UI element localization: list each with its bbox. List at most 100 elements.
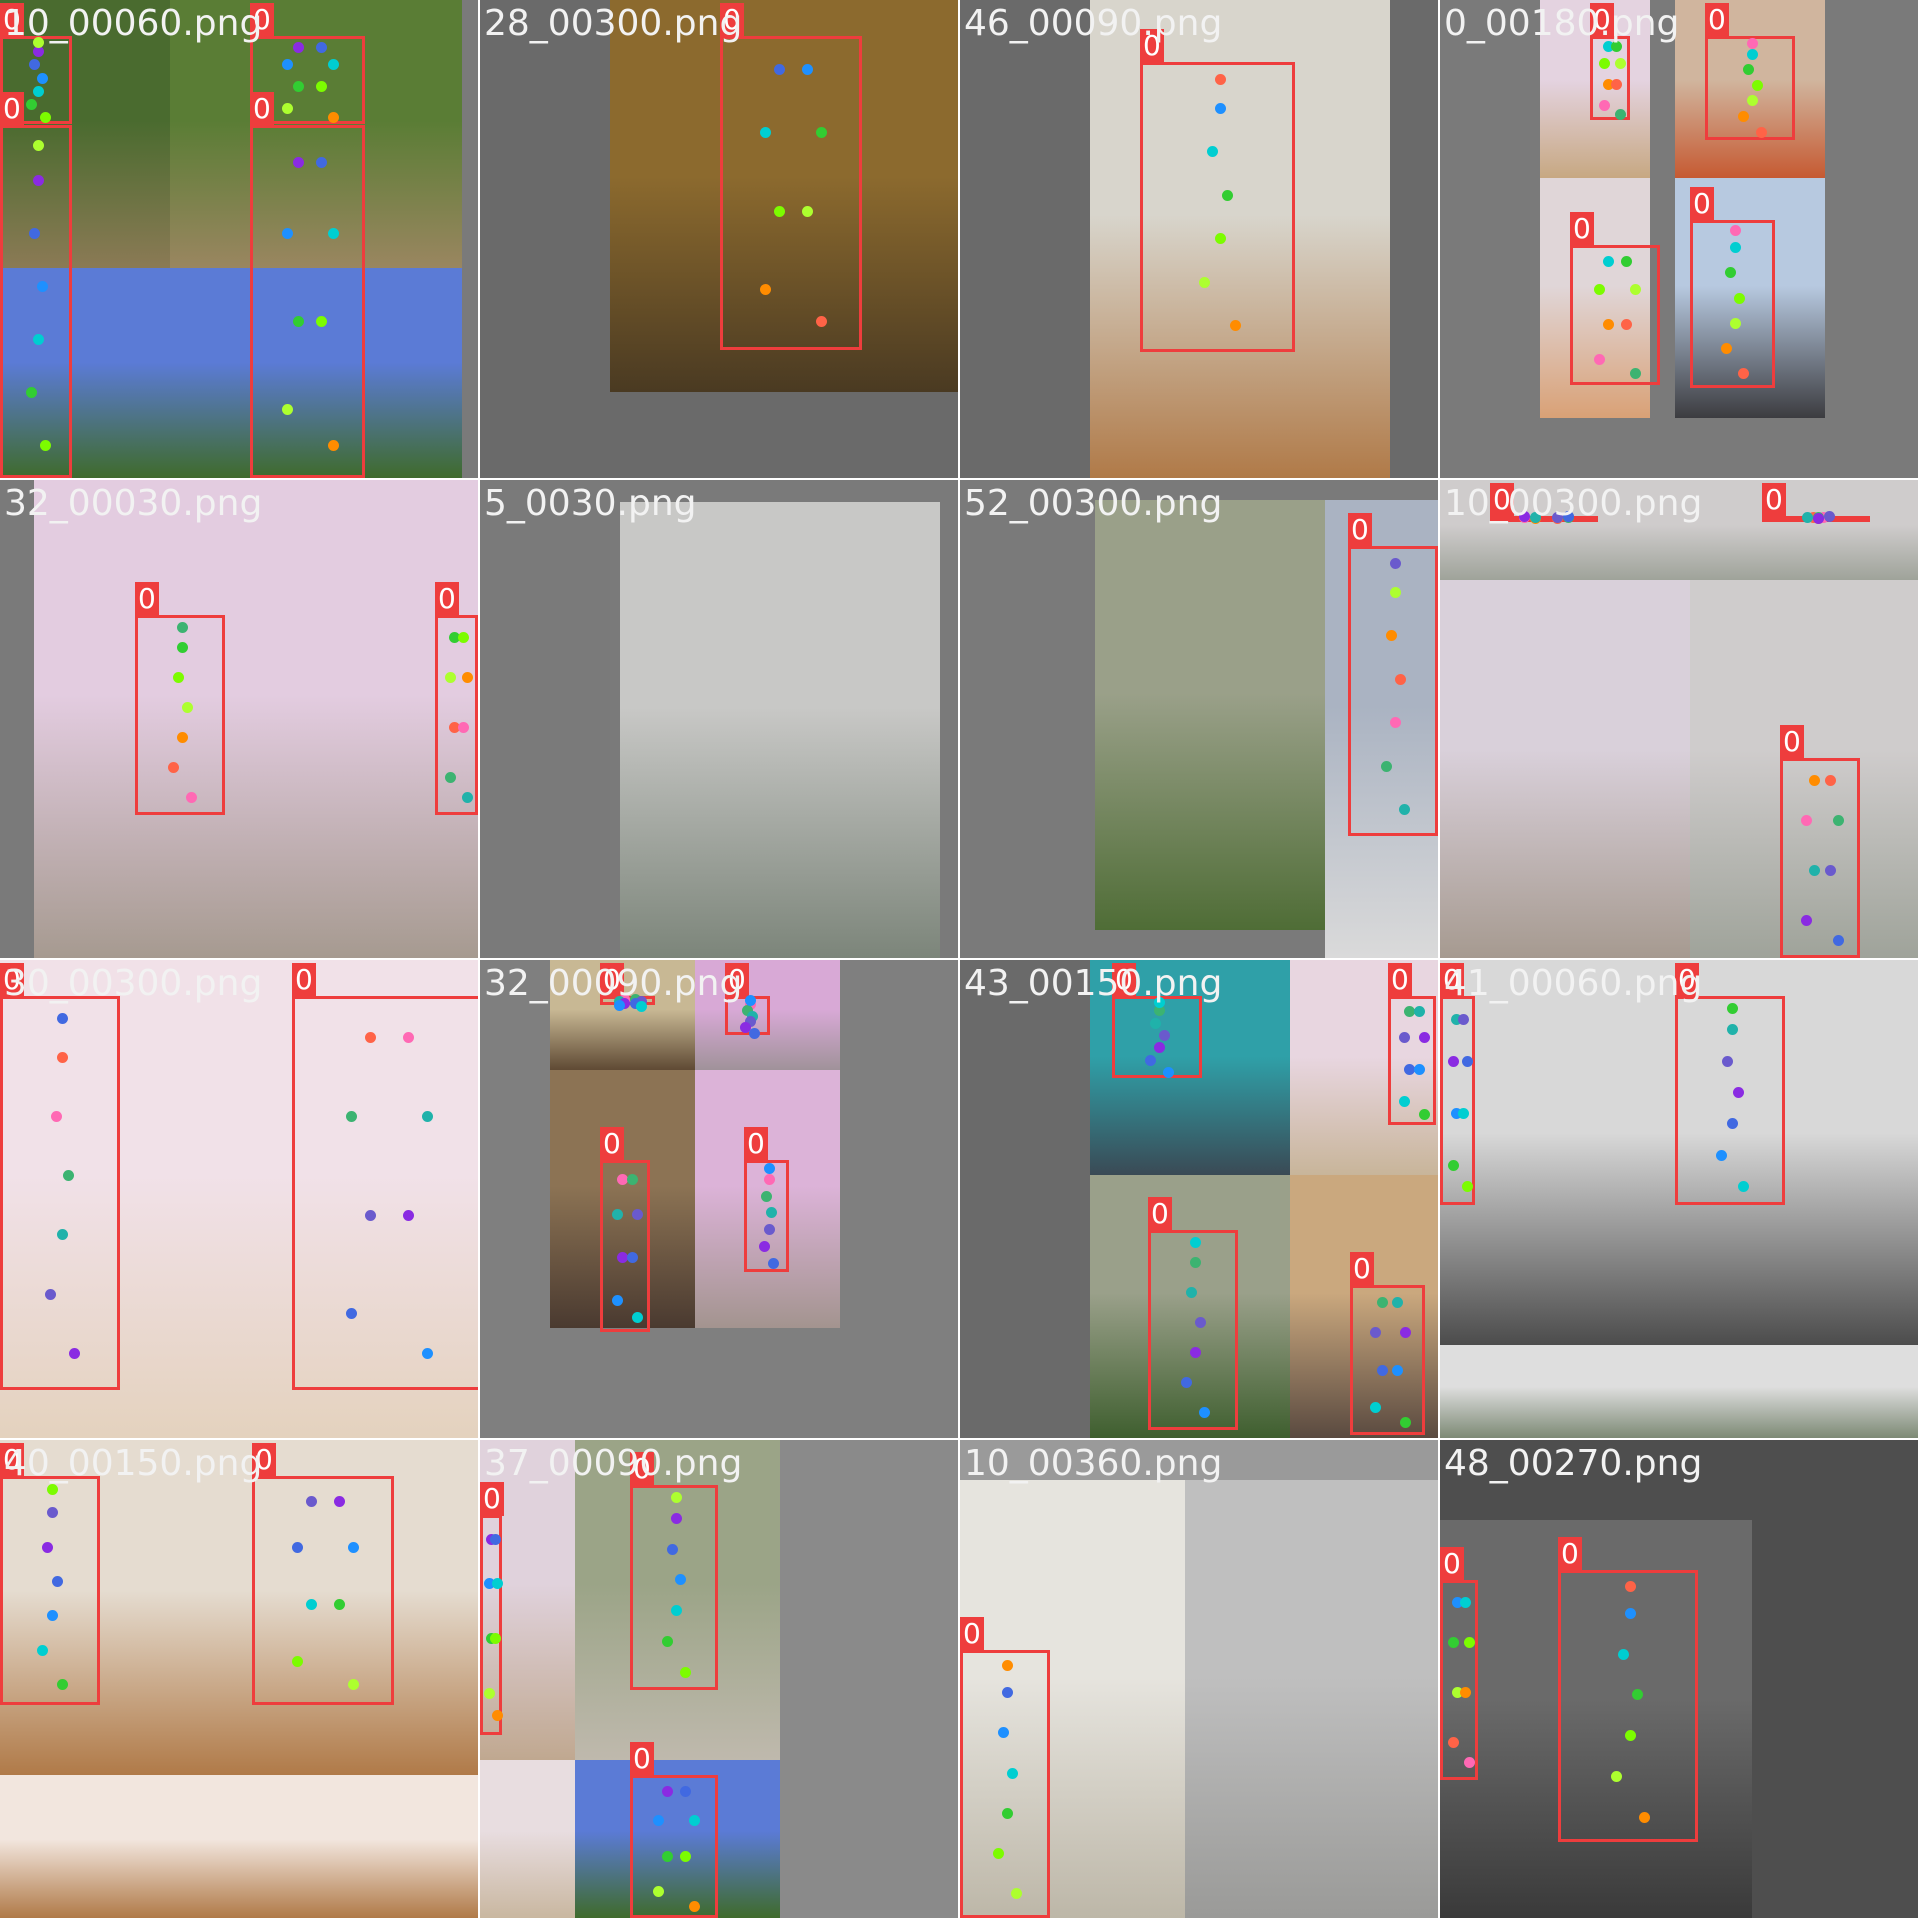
keypoint (1562, 511, 1574, 523)
keypoint (1756, 126, 1767, 138)
keypoint (327, 59, 339, 71)
keypoint (1154, 1005, 1165, 1017)
mosaic-tile: 0 28_00300.png (480, 0, 958, 478)
keypoint (1742, 64, 1754, 76)
keypoint (1385, 630, 1397, 641)
keypoint (1458, 1107, 1469, 1119)
keypoint (1399, 1096, 1411, 1108)
keypoint (1458, 1013, 1469, 1025)
keypoint (490, 1633, 502, 1644)
keypoint (1448, 1637, 1460, 1648)
mosaic-tile: 0 0 40_00150.png (0, 1440, 478, 1918)
keypoint (773, 205, 785, 217)
keypoint (1630, 284, 1641, 295)
tile-filename: 46_00090.png (964, 3, 1223, 44)
keypoint (1802, 511, 1814, 523)
keypoint (653, 1814, 665, 1826)
keypoint (457, 632, 469, 643)
tile-filename: 37_00090.png (484, 1443, 743, 1484)
keypoint (348, 1541, 360, 1553)
keypoint (816, 127, 828, 139)
keypoint (327, 439, 339, 451)
keypoint (1190, 1257, 1201, 1268)
mosaic-tile: 0 0 48_00270.png (1440, 1440, 1918, 1918)
bbox-class-label: 0 (1675, 963, 1699, 997)
tile-photo (1440, 1345, 1918, 1438)
mosaic-tile: 5_0030.png (480, 480, 958, 958)
tile-filename: 10_00360.png (964, 1443, 1223, 1484)
keypoint (1594, 354, 1605, 365)
keypoint (52, 1576, 63, 1588)
mosaic-tile: 0 10_00360.png (960, 1440, 1438, 1918)
keypoint (36, 72, 48, 84)
keypoint (40, 112, 52, 124)
tile-photo (960, 1480, 1185, 1918)
keypoint (1011, 1888, 1022, 1900)
keypoint (613, 1000, 625, 1012)
keypoint (627, 1251, 638, 1263)
keypoint (1447, 1055, 1459, 1067)
keypoint (1214, 73, 1226, 85)
mosaic-tile: 0 0 0 37_00090.png (480, 1440, 958, 1918)
tile-filename: 30_00300.png (4, 963, 263, 1004)
keypoint (1632, 1689, 1643, 1701)
keypoint (316, 316, 327, 328)
bbox-class-label: 0 (250, 3, 274, 37)
keypoint (1418, 1031, 1430, 1043)
tile-photo (1440, 580, 1690, 958)
person-bbox: 0 (960, 1617, 1050, 1918)
mosaic-tile: 0 0 0 0 43_00150.png (960, 960, 1438, 1438)
keypoint (36, 280, 48, 292)
keypoint (293, 157, 304, 169)
keypoint (1727, 1024, 1738, 1036)
keypoint (305, 1495, 317, 1507)
keypoint (1413, 1063, 1425, 1075)
keypoint (1603, 41, 1614, 53)
bbox-class-label: 0 (744, 1127, 768, 1161)
person-bbox: 0 (1570, 212, 1660, 385)
keypoint (1190, 1347, 1201, 1358)
keypoint (1747, 38, 1758, 50)
keypoint (612, 1208, 623, 1220)
keypoint (1625, 1580, 1636, 1592)
keypoint (25, 99, 37, 110)
bbox-class-label: 0 (1440, 1547, 1464, 1581)
person-bbox: 0 (250, 92, 365, 478)
keypoint (1369, 1327, 1381, 1338)
keypoint (37, 1644, 48, 1656)
keypoint (177, 622, 188, 633)
keypoint (29, 227, 41, 239)
keypoint (492, 1578, 504, 1589)
keypoint (1463, 1637, 1475, 1648)
person-bbox: 0 (1490, 483, 1598, 524)
keypoint (1447, 1160, 1459, 1172)
keypoint (1603, 79, 1614, 91)
keypoint (763, 1224, 775, 1236)
keypoint (1621, 319, 1632, 330)
keypoint (1611, 1771, 1622, 1782)
person-bbox: 0 (1350, 1252, 1425, 1435)
person-bbox: 0 (1140, 29, 1295, 352)
keypoint (1530, 511, 1542, 523)
bbox-class-label: 0 (292, 963, 316, 997)
tile-filename: 48_00270.png (1444, 1443, 1703, 1484)
keypoint (1733, 292, 1745, 304)
keypoint (1002, 1687, 1013, 1699)
keypoint (293, 81, 304, 93)
tile-photo (480, 1760, 575, 1918)
keypoint (1158, 1029, 1170, 1041)
keypoint (177, 732, 188, 743)
keypoint (281, 59, 293, 71)
keypoint (1725, 267, 1737, 279)
keypoint (281, 103, 293, 115)
keypoint (742, 1004, 754, 1016)
tile-photo (1090, 1175, 1290, 1438)
keypoint (1611, 41, 1622, 53)
keypoint (33, 333, 44, 345)
keypoint (1615, 108, 1626, 120)
bbox-class-label: 0 (960, 1617, 984, 1651)
keypoint (635, 1001, 647, 1013)
bbox-class-label: 0 (0, 963, 24, 997)
keypoint (449, 722, 461, 733)
keypoint (492, 1710, 504, 1721)
